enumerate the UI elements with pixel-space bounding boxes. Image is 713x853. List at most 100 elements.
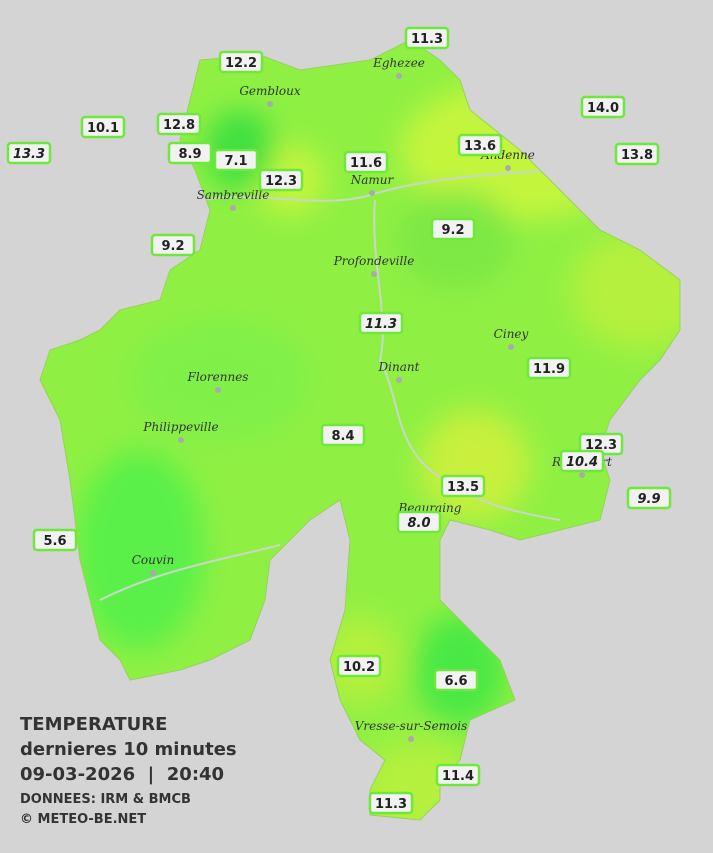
station-value: 13.3	[13, 147, 45, 162]
station: 11.6	[343, 150, 389, 174]
station: 10.1	[80, 115, 126, 139]
station: 11.3	[368, 791, 414, 815]
station-box	[80, 115, 126, 139]
station: 10.2	[336, 654, 382, 678]
station: 9.2	[150, 233, 196, 257]
station-box	[435, 763, 481, 787]
station-box	[526, 356, 572, 380]
station: 13.8	[614, 142, 660, 166]
station-value: 13.8	[621, 148, 653, 163]
station-box	[336, 654, 382, 678]
station-value: 9.9	[637, 492, 660, 507]
station: 9.9	[626, 486, 672, 510]
town-label: Namur	[350, 173, 395, 187]
station-box	[368, 791, 414, 815]
station-value: 11.3	[411, 32, 443, 47]
station-value: 10.4	[566, 455, 598, 470]
station: 7.1	[213, 148, 259, 172]
station-box	[396, 510, 442, 534]
station: 12.2	[218, 50, 264, 74]
station: 11.9	[526, 356, 572, 380]
station-value: 12.3	[265, 174, 297, 189]
town-dot	[215, 387, 221, 393]
station: 9.2	[430, 217, 476, 241]
station: 13.6	[457, 133, 503, 157]
station-value: 12.8	[163, 118, 195, 133]
station-value: 10.1	[87, 121, 119, 136]
station: 11.3	[358, 311, 404, 335]
station: 11.4	[435, 763, 481, 787]
town-dot	[396, 73, 402, 79]
town-label: Dinant	[378, 360, 420, 374]
station-value: 14.0	[587, 101, 619, 116]
station-value: 11.6	[350, 156, 382, 171]
station-value: 10.2	[343, 660, 375, 675]
station-box	[358, 311, 404, 335]
station-value: 12.2	[225, 56, 257, 71]
town-dot	[178, 437, 184, 443]
station-value: 11.3	[375, 797, 407, 812]
town-label: Philippeville	[142, 420, 218, 434]
station-value: 13.5	[447, 480, 479, 495]
station: 12.3	[258, 168, 304, 192]
town-label: Vresse-sur-Semois	[355, 719, 468, 733]
station-box	[150, 233, 196, 257]
station-box	[559, 449, 605, 473]
station-value: 5.6	[43, 534, 66, 549]
station-value: 6.6	[444, 674, 467, 689]
town-label: Sambreville	[197, 188, 270, 202]
town-label: Profondeville	[333, 254, 415, 268]
station-value: 11.4	[442, 769, 474, 784]
station-box	[6, 141, 52, 165]
legend: TEMPERATURE dernieres 10 minutes 09-03-2…	[20, 714, 237, 827]
station: 13.3	[6, 141, 52, 165]
station: 6.6	[433, 668, 479, 692]
town-label: Ciney	[494, 327, 529, 341]
town-dot	[230, 205, 236, 211]
station-value: 12.3	[585, 438, 617, 453]
stations: 12.2 11.3 14.0 10.1 12.8 13.3 8.9 7.1 11.6 13.6 13…	[6, 26, 672, 815]
station-value: 9.2	[441, 223, 464, 238]
station-box	[430, 217, 476, 241]
station-value: 8.0	[407, 516, 430, 531]
town-dot	[150, 570, 156, 576]
town-dot	[267, 101, 273, 107]
station: 11.3	[404, 26, 450, 50]
station-box	[258, 168, 304, 192]
town-label: Florennes	[187, 370, 249, 384]
station-box	[457, 133, 503, 157]
station-box	[32, 528, 78, 552]
legend-datetime: 09-03-2026 | 20:40	[20, 764, 224, 785]
station-value: 11.9	[533, 362, 565, 377]
town-dot	[408, 736, 414, 742]
town-label: Couvin	[132, 553, 174, 567]
station: 8.0	[396, 510, 442, 534]
town-dot	[579, 472, 585, 478]
station: 12.8	[156, 112, 202, 136]
station-box	[433, 668, 479, 692]
town-label: Eghezee	[372, 56, 425, 70]
station-value: 8.9	[178, 147, 201, 162]
town-dot	[369, 190, 375, 196]
station: 14.0	[580, 95, 626, 119]
station-value: 7.1	[224, 154, 247, 169]
station-value: 13.6	[464, 139, 496, 154]
station-value: 11.3	[365, 317, 397, 332]
legend-title: TEMPERATURE	[20, 714, 167, 735]
town-label: Gembloux	[239, 84, 301, 98]
station-box	[404, 26, 450, 50]
station-box	[580, 95, 626, 119]
town-dot	[371, 271, 377, 277]
station-value: 8.4	[331, 429, 354, 444]
station-value: 9.2	[161, 239, 184, 254]
station-box	[213, 148, 259, 172]
legend-copyright: © METEO-BE.NET	[20, 812, 146, 827]
station-box	[167, 141, 213, 165]
station: 13.5	[440, 474, 486, 498]
town-dot	[396, 377, 402, 383]
town-dot	[505, 165, 511, 171]
legend-subtitle: dernieres 10 minutes	[20, 739, 237, 760]
station-box	[218, 50, 264, 74]
station: 5.6	[32, 528, 78, 552]
